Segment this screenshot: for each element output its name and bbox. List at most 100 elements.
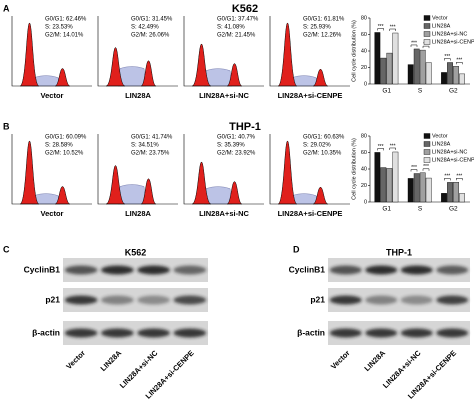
y-tick-label: 80 bbox=[361, 133, 367, 139]
phase-percent: S: 42.49% bbox=[131, 25, 159, 31]
phase-percent: G2/M: 10.35% bbox=[303, 151, 342, 157]
legend-label: Vector bbox=[432, 15, 448, 21]
histogram-g2-peak bbox=[54, 68, 71, 87]
legend-label: Vector bbox=[432, 133, 448, 139]
panel-title: K562 bbox=[232, 3, 258, 15]
phase-percent: G2/M: 10.52% bbox=[45, 151, 84, 157]
histogram-axes bbox=[183, 16, 264, 87]
legend-swatch bbox=[423, 23, 431, 29]
y-tick-label: 20 bbox=[361, 65, 367, 71]
panel-letter: C bbox=[3, 244, 10, 254]
lane-label: LIN28A bbox=[362, 348, 387, 373]
bar bbox=[413, 173, 420, 203]
significance-bracket bbox=[389, 147, 396, 150]
phase-percent: G0/G1: 60.63% bbox=[303, 135, 345, 141]
histogram-g2-peak bbox=[54, 186, 71, 205]
y-tick-label: 0 bbox=[364, 199, 367, 205]
histogram-g2-peak bbox=[140, 60, 157, 87]
histogram-g1-peak bbox=[19, 22, 40, 87]
phase-percent: G0/G1: 37.47% bbox=[217, 17, 259, 23]
blot-band bbox=[173, 295, 207, 305]
phase-percent: G0/G1: 41.74% bbox=[131, 135, 173, 141]
bar bbox=[419, 172, 426, 203]
significance-bracket bbox=[456, 178, 463, 181]
bar bbox=[441, 72, 447, 85]
bar bbox=[459, 73, 465, 85]
histogram-label: Vector bbox=[41, 209, 64, 218]
blot-band bbox=[137, 295, 170, 305]
phase-percent: S: 23.53% bbox=[45, 25, 73, 31]
histogram-label: Vector bbox=[41, 91, 64, 100]
phase-percent: G0/G1: 40.7% bbox=[217, 135, 256, 141]
blot-title: THP-1 bbox=[386, 247, 412, 257]
legend-label: LIN28A+si-NC bbox=[432, 149, 467, 155]
legend-swatch bbox=[423, 15, 431, 21]
significance-bracket bbox=[410, 169, 418, 172]
phase-percent: G0/G1: 62.46% bbox=[45, 17, 87, 23]
bar bbox=[453, 182, 459, 203]
lane-label: LIN28A bbox=[99, 348, 124, 373]
blot-band bbox=[436, 265, 469, 275]
significance-label: *** bbox=[456, 58, 462, 64]
significance-bracket bbox=[389, 28, 396, 32]
histogram-g1-peak bbox=[277, 22, 298, 87]
phase-percent: G0/G1: 31.45% bbox=[131, 17, 173, 23]
blot-band bbox=[400, 328, 433, 338]
histogram-axes bbox=[11, 16, 92, 87]
histogram-axes bbox=[11, 134, 92, 205]
significance-label: *** bbox=[378, 144, 384, 150]
histogram-g1-peak bbox=[105, 165, 126, 205]
x-tick-label: G2 bbox=[449, 88, 458, 95]
bar bbox=[413, 48, 420, 85]
blot-band bbox=[436, 328, 469, 338]
significance-bracket bbox=[444, 58, 451, 61]
phase-percent: G0/G1: 61.81% bbox=[303, 17, 345, 23]
significance-label: *** bbox=[378, 24, 384, 30]
protein-label: CyclinB1 bbox=[24, 264, 61, 274]
legend-label: LIN28A bbox=[432, 23, 451, 29]
histogram-axes bbox=[269, 16, 350, 87]
significance-bracket bbox=[410, 44, 418, 47]
panel-letter: D bbox=[293, 244, 300, 254]
panel-letter: A bbox=[3, 3, 10, 13]
histogram-s-phase bbox=[203, 186, 233, 205]
histogram-g2-peak bbox=[312, 68, 329, 87]
legend-swatch bbox=[423, 31, 431, 37]
x-tick-label: S bbox=[418, 88, 423, 95]
y-tick-label: 0 bbox=[364, 81, 367, 87]
legend-swatch bbox=[423, 39, 431, 45]
lane-label: Vector bbox=[64, 348, 87, 371]
blot-band bbox=[64, 328, 98, 338]
bar bbox=[386, 52, 393, 85]
protein-label: β-actin bbox=[32, 327, 60, 337]
protein-label: CyclinB1 bbox=[289, 264, 326, 274]
histogram-label: LIN28A+si-CENPE bbox=[278, 209, 343, 218]
significance-bracket bbox=[456, 62, 463, 65]
histogram-axes bbox=[97, 16, 178, 87]
histogram-label: LIN28A bbox=[125, 209, 151, 218]
y-tick-label: 60 bbox=[361, 32, 367, 38]
bar bbox=[425, 177, 432, 203]
y-axis-label: Cell cycle distribution (%) bbox=[351, 20, 357, 82]
significance-label: *** bbox=[444, 54, 450, 60]
significance-label: *** bbox=[456, 174, 462, 180]
histogram-axes bbox=[269, 134, 350, 205]
histogram-g2-peak bbox=[226, 63, 243, 87]
bar bbox=[407, 64, 414, 85]
phase-percent: S: 28.58% bbox=[45, 143, 73, 149]
legend-swatch bbox=[423, 157, 431, 163]
y-tick-label: 20 bbox=[361, 183, 367, 189]
histogram-s-phase bbox=[117, 66, 147, 87]
legend-swatch bbox=[423, 141, 431, 147]
blot-band bbox=[365, 295, 398, 305]
significance-bracket bbox=[422, 45, 430, 49]
significance-label: *** bbox=[444, 174, 450, 180]
histogram-s-phase bbox=[203, 68, 233, 87]
x-tick-label: G2 bbox=[449, 206, 458, 213]
x-tick-label: S bbox=[418, 206, 423, 213]
histogram-g1-peak bbox=[105, 47, 126, 87]
blot-band bbox=[173, 328, 207, 338]
bar bbox=[374, 152, 381, 203]
y-tick-label: 40 bbox=[361, 48, 367, 54]
